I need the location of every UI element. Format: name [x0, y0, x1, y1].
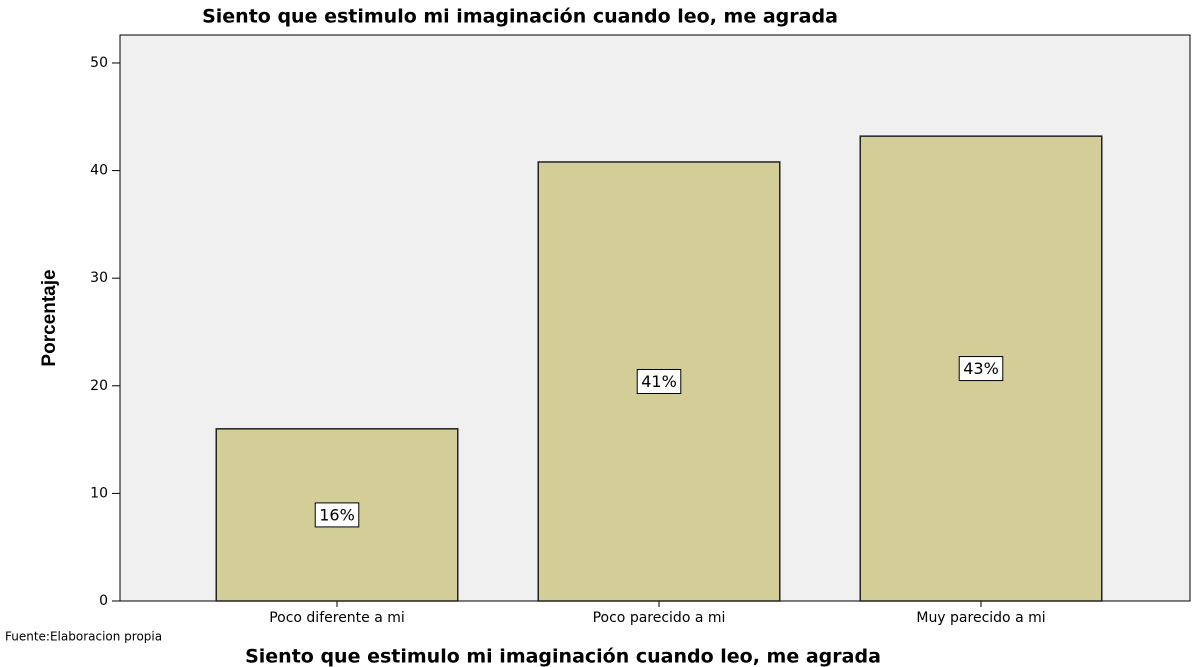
y-tick-label: 50 — [90, 55, 108, 71]
x-tick-label: Muy parecido a mi — [916, 610, 1045, 626]
value-label: 43% — [963, 359, 999, 378]
x-tick-label: Poco parecido a mi — [593, 610, 726, 626]
value-label-box — [314, 502, 360, 528]
y-tick-label: 10 — [90, 485, 108, 501]
x-axis-label: Siento que estimulo mi imaginación cuand… — [245, 646, 881, 667]
y-tick-label: 20 — [90, 378, 108, 394]
value-label: 41% — [641, 372, 677, 391]
source-note: Fuente:Elaboracion propia — [5, 630, 162, 644]
chart-title: Siento que estimulo mi imaginación cuand… — [202, 6, 838, 28]
y-tick-label: 30 — [90, 270, 108, 286]
y-tick-label: 0 — [99, 593, 108, 609]
y-tick-label: 40 — [90, 163, 108, 179]
value-label-box — [958, 356, 1004, 382]
value-label-box — [636, 368, 682, 394]
value-label: 16% — [319, 505, 355, 524]
y-axis-label: Porcentaje — [39, 269, 60, 366]
x-tick-label: Poco diferente a mi — [269, 610, 405, 626]
